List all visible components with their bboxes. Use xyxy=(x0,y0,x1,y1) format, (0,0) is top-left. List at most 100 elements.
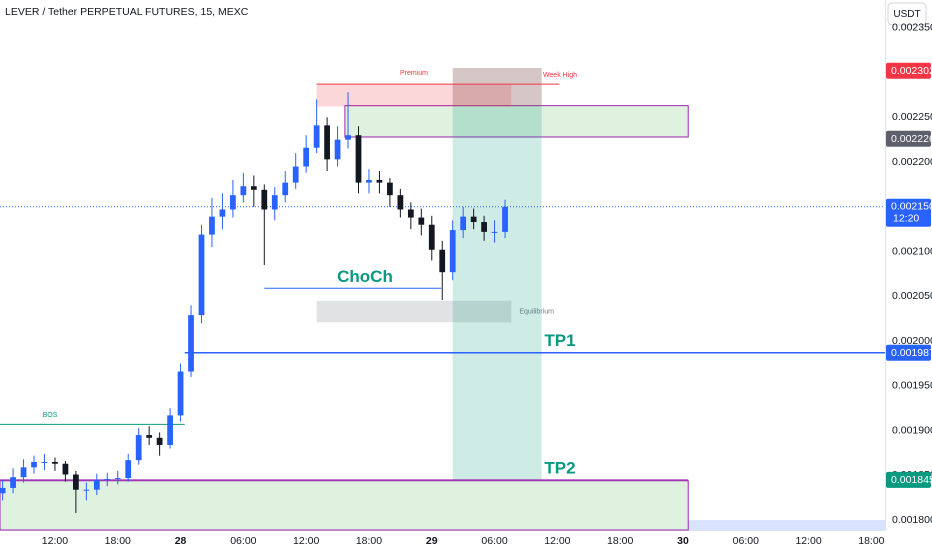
last-price-box xyxy=(886,198,931,227)
x-tick-label: 06:00 xyxy=(230,535,256,547)
candle-body xyxy=(502,206,508,232)
candle-body xyxy=(41,461,48,463)
candle-body xyxy=(209,216,215,235)
price-label: 0.001987 xyxy=(891,347,932,359)
candle-body xyxy=(470,216,477,223)
zone xyxy=(688,520,885,530)
y-tick-label: 0.002050 xyxy=(892,290,932,302)
candle-body xyxy=(188,315,194,372)
zone-label: Premium xyxy=(400,70,428,77)
candle-body xyxy=(20,467,27,478)
candle-body xyxy=(397,195,404,210)
level-label: TP1 xyxy=(544,331,575,350)
candle-body xyxy=(125,460,132,479)
y-tick-label: 0.002100 xyxy=(892,245,932,257)
level-label: TP2 xyxy=(544,458,575,477)
candle-body xyxy=(10,477,16,488)
candle-body xyxy=(177,371,184,416)
candle-body xyxy=(324,125,330,160)
candle-body xyxy=(303,147,310,167)
x-tick-label: 12:00 xyxy=(293,535,319,547)
candle-body xyxy=(376,179,383,183)
zone xyxy=(344,105,689,138)
y-tick-label: 0.002000 xyxy=(892,335,932,347)
candle-body xyxy=(135,435,142,461)
y-tick-label: 0.001800 xyxy=(892,514,932,526)
candle-body xyxy=(292,166,299,183)
countdown-label: 12:20 xyxy=(893,213,919,225)
candle-body xyxy=(198,234,205,316)
x-tick-label: 06:00 xyxy=(733,535,759,547)
x-tick-label: 12:00 xyxy=(544,535,570,547)
candle-body xyxy=(334,139,341,160)
level-label: ChoCh xyxy=(337,267,393,286)
candle-body xyxy=(366,179,372,183)
price-label-box xyxy=(886,130,931,147)
y-tick-label: 0.002250 xyxy=(892,111,932,123)
x-tick-label: 18:00 xyxy=(858,535,884,547)
candle-body xyxy=(146,435,153,438)
candle-body xyxy=(481,222,487,232)
candle-body xyxy=(261,189,268,210)
candle-body xyxy=(73,474,79,490)
candle-body xyxy=(439,249,446,273)
candle-body xyxy=(104,478,111,480)
candle-body xyxy=(345,135,351,140)
zone xyxy=(316,84,512,107)
zone xyxy=(452,68,542,107)
price-label: 0.002302 xyxy=(891,65,932,77)
x-tick-label: 06:00 xyxy=(481,535,507,547)
x-tick-label: 18:00 xyxy=(105,535,131,547)
currency-label[interactable]: USDT xyxy=(893,9,920,20)
y-tick-label: 0.001950 xyxy=(892,380,932,392)
candle-body xyxy=(62,463,69,475)
x-tick-label: 29 xyxy=(426,535,438,547)
zone xyxy=(316,300,512,323)
zone-label: Equilibrium xyxy=(519,308,554,315)
x-tick-label: 18:00 xyxy=(356,535,382,547)
candle-body xyxy=(250,186,257,190)
candle-body xyxy=(407,209,414,218)
candle-body xyxy=(83,489,90,491)
candle-body xyxy=(449,230,456,273)
zone xyxy=(0,480,689,531)
candle-body xyxy=(240,186,247,196)
candle-body xyxy=(230,195,236,210)
candle-body xyxy=(460,216,467,231)
level-label: BOS xyxy=(43,412,58,419)
candle-body xyxy=(52,461,58,464)
price-label-box xyxy=(886,471,931,488)
price-label: 0.001845 xyxy=(891,474,932,486)
y-tick-label: 0.002350 xyxy=(892,22,932,34)
y-tick-label: 0.001900 xyxy=(892,424,932,436)
zone xyxy=(452,68,542,480)
candle-body xyxy=(491,231,498,233)
x-tick-label: 28 xyxy=(175,535,187,547)
price-label: 0.002226 xyxy=(891,133,932,145)
candle-body xyxy=(219,209,226,217)
candle-body xyxy=(355,135,362,183)
currency-button[interactable] xyxy=(887,2,927,26)
x-tick-label: 30 xyxy=(677,535,689,547)
candle-body xyxy=(114,478,121,480)
candle-body xyxy=(167,415,173,445)
x-tick-label: 12:00 xyxy=(42,535,68,547)
chart-title: LEVER / Tether PERPETUAL FUTURES, 15, ME… xyxy=(5,6,249,18)
candle-body xyxy=(271,195,278,210)
candle-body xyxy=(0,487,6,494)
candle-body xyxy=(282,182,289,196)
candle-body xyxy=(387,182,393,196)
x-tick-label: 18:00 xyxy=(607,535,633,547)
price-label-box xyxy=(886,344,931,361)
level-label: Week High xyxy=(543,72,577,79)
candle-body xyxy=(428,224,435,250)
candle-body xyxy=(31,461,37,468)
candle-body xyxy=(418,217,425,225)
candle-body xyxy=(93,479,100,490)
y-tick-label: 0.002200 xyxy=(892,156,932,168)
price-label-box xyxy=(886,62,931,79)
x-tick-label: 12:00 xyxy=(795,535,821,547)
candle-body xyxy=(313,125,320,148)
